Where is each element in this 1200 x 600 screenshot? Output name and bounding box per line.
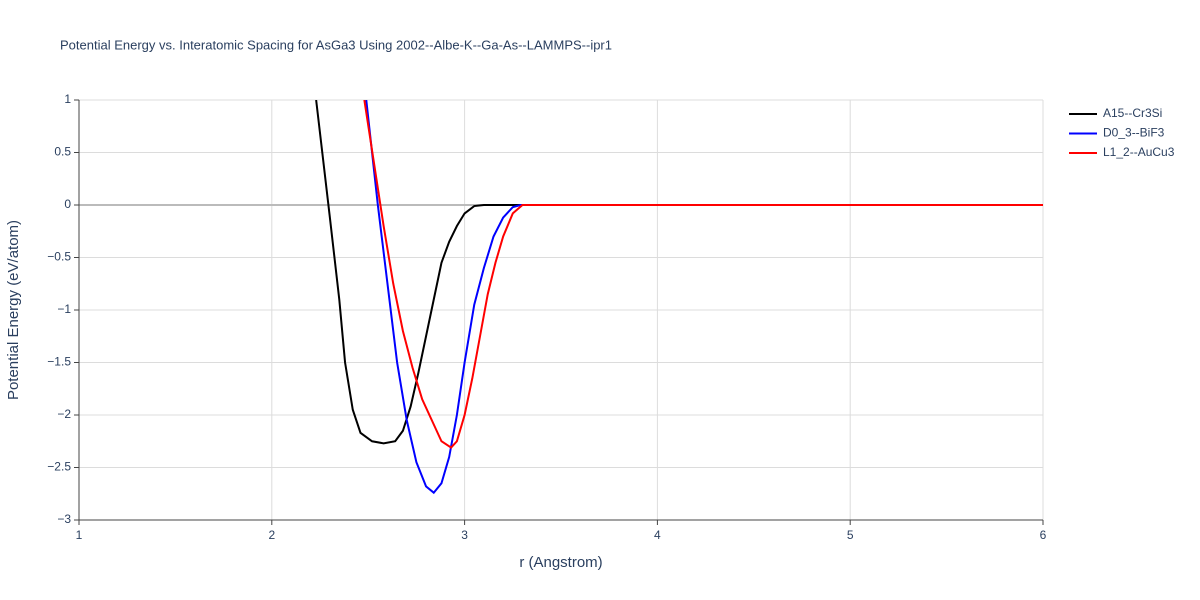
chart-title: Potential Energy vs. Interatomic Spacing… [60, 37, 612, 52]
x-tick-label: 3 [461, 528, 468, 542]
legend-label: L1_2--AuCu3 [1103, 145, 1175, 159]
legend-label: D0_3--BiF3 [1103, 126, 1165, 140]
y-tick-label: −2.5 [47, 460, 71, 474]
y-tick-label: 0.5 [54, 145, 71, 159]
y-tick-label: −2 [57, 407, 71, 421]
line-series [363, 100, 1043, 449]
y-tick-label: −3 [57, 512, 71, 526]
y-axis-title: Potential Energy (eV/atom) [5, 220, 22, 400]
x-tick-label: 4 [654, 528, 661, 542]
legend-label: A15--Cr3Si [1103, 106, 1162, 120]
y-tick-label: 0 [64, 197, 71, 211]
plot-area [315, 100, 1043, 495]
x-axis-title: r (Angstrom) [519, 554, 602, 571]
line-series [365, 100, 1043, 495]
x-tick-label: 1 [76, 528, 83, 542]
x-tick-label: 6 [1040, 528, 1047, 542]
y-tick-label: 1 [64, 92, 71, 106]
line-series [315, 100, 1043, 445]
y-tick-label: −1.5 [47, 355, 71, 369]
x-tick-label: 2 [268, 528, 275, 542]
x-tick-label: 5 [847, 528, 854, 542]
y-tick-label: −1 [57, 302, 71, 316]
y-tick-label: −0.5 [47, 250, 71, 264]
